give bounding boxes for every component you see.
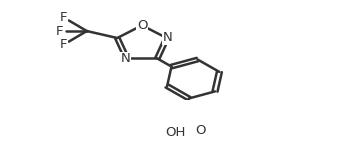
Text: O: O: [195, 124, 206, 137]
Text: F: F: [60, 38, 68, 51]
Text: OH: OH: [165, 126, 185, 139]
Text: F: F: [60, 11, 68, 24]
Text: O: O: [137, 18, 147, 32]
Text: F: F: [56, 25, 64, 37]
Text: N: N: [163, 31, 173, 44]
Text: N: N: [121, 52, 131, 65]
